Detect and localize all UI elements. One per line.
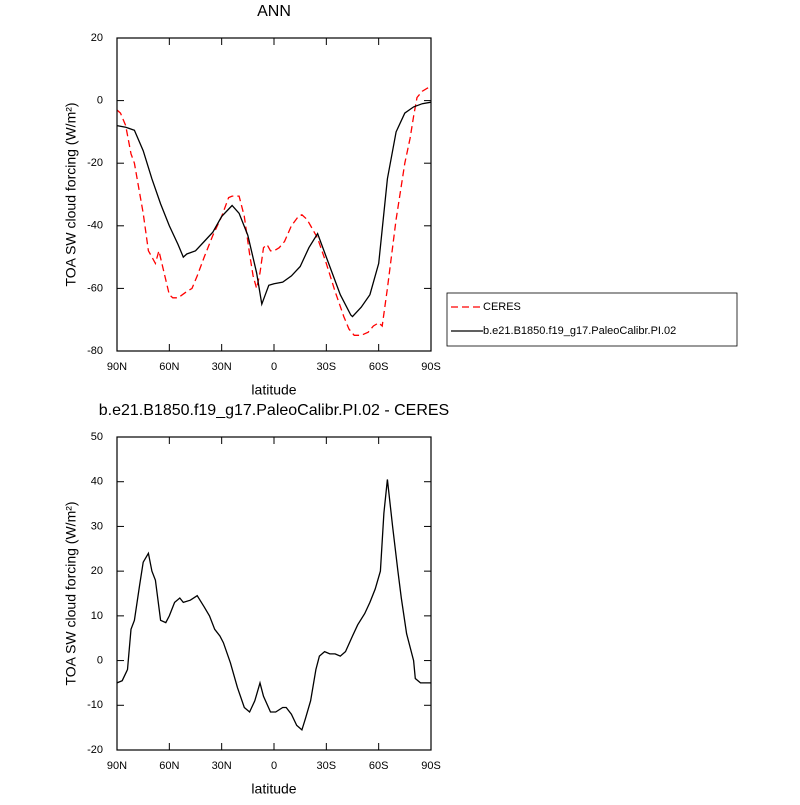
legend-label: b.e21.B1850.f19_g17.PaleoCalibr.PI.02 [483, 325, 676, 337]
x-tick-label: 60S [369, 760, 389, 772]
y-tick-label: 50 [91, 431, 103, 443]
y-axis-label: TOA SW cloud forcing (W/m²) [63, 102, 79, 286]
x-tick-label: 30N [212, 760, 232, 772]
data-line [116, 479, 431, 732]
y-tick-label: 10 [91, 610, 103, 622]
plot-frame [116, 37, 432, 352]
x-tick-label: 90S [421, 760, 441, 772]
y-tick-label: 40 [91, 476, 103, 488]
y-axis-label: TOA SW cloud forcing (W/m²) [63, 501, 79, 685]
legend-box [446, 292, 738, 347]
y-tick-label: -10 [87, 699, 103, 711]
data-line [116, 101, 432, 318]
x-tick-label: 90N [107, 361, 127, 373]
chart-title: b.e21.B1850.f19_g17.PaleoCalibr.PI.02 - … [99, 402, 449, 419]
x-tick-label: 60S [369, 361, 389, 373]
x-tick-label: 30N [212, 361, 232, 373]
y-tick-label: -40 [87, 220, 103, 232]
legend-label: CERES [483, 301, 521, 313]
x-tick-label: 0 [271, 760, 277, 772]
x-tick-label: 30S [317, 361, 337, 373]
x-tick-label: 0 [271, 361, 277, 373]
y-tick-label: 20 [91, 565, 103, 577]
y-tick-label: 0 [97, 95, 103, 107]
x-tick-label: 90N [107, 760, 127, 772]
y-tick-label: -20 [87, 157, 103, 169]
plot-frame [116, 436, 432, 751]
y-tick-label: -20 [87, 744, 103, 756]
x-tick-label: 60N [159, 361, 179, 373]
x-axis-label: latitude [251, 382, 296, 398]
y-tick-label: -60 [87, 282, 103, 294]
chart-title: ANN [257, 3, 291, 20]
x-axis-label: latitude [251, 781, 296, 797]
x-tick-label: 60N [159, 760, 179, 772]
x-tick-label: 90S [421, 361, 441, 373]
y-tick-label: -80 [87, 345, 103, 357]
y-tick-label: 20 [91, 32, 103, 44]
y-tick-label: 0 [97, 654, 103, 666]
data-line [116, 85, 432, 336]
y-tick-label: 30 [91, 520, 103, 532]
x-tick-label: 30S [317, 760, 337, 772]
